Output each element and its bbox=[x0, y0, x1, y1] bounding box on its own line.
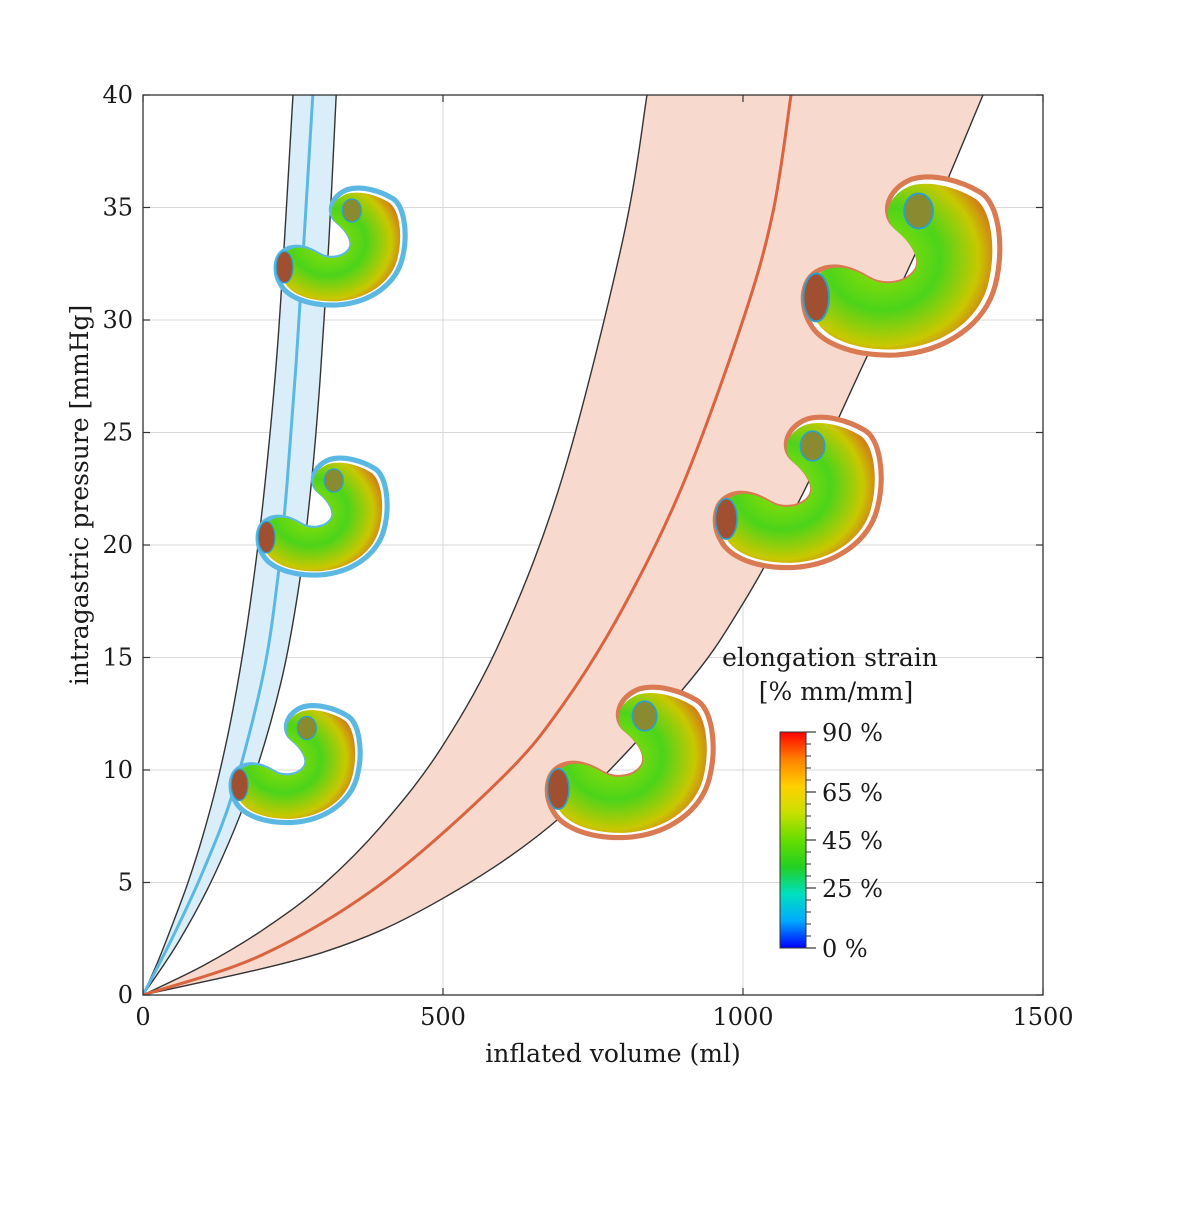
stomach-inset bbox=[712, 414, 884, 571]
colorbar-label: 45 % bbox=[822, 827, 883, 855]
band-1 bbox=[143, 95, 983, 995]
y-tick-label: 20 bbox=[102, 531, 133, 559]
stomach-inset bbox=[544, 684, 716, 841]
y-tick-label: 0 bbox=[118, 981, 133, 1009]
colorbar-gradient bbox=[779, 731, 807, 949]
shaded-bands bbox=[143, 95, 983, 995]
x-axis-title: inflated volume (ml) bbox=[485, 1039, 740, 1068]
x-tick-label: 500 bbox=[420, 1003, 466, 1031]
colorbar-label: 65 % bbox=[822, 779, 883, 807]
x-tick-label: 1500 bbox=[1012, 1003, 1073, 1031]
colorbar-title-line1: elongation strain bbox=[722, 643, 938, 672]
mean-line-1 bbox=[143, 95, 793, 995]
y-tick-label: 5 bbox=[118, 869, 133, 897]
y-tick-label: 40 bbox=[102, 81, 133, 109]
colorbar-label: 90 % bbox=[822, 719, 883, 747]
axis-ticks: 0 500 1000 1500 0 5 10 15 20 25 30 35 40 bbox=[102, 81, 1073, 1031]
upper-bound-line-1 bbox=[143, 95, 648, 995]
stomach-inset bbox=[228, 703, 363, 826]
stomach-inset bbox=[273, 185, 408, 308]
stomach-inset bbox=[800, 174, 1003, 358]
y-tick-label: 15 bbox=[102, 644, 133, 672]
x-tick-label: 1000 bbox=[712, 1003, 773, 1031]
x-tick-label: 0 bbox=[135, 1003, 150, 1031]
y-tick-label: 25 bbox=[102, 419, 133, 447]
stomach-insets bbox=[228, 174, 1003, 841]
y-tick-label: 10 bbox=[102, 756, 133, 784]
y-tick-label: 30 bbox=[102, 306, 133, 334]
colorbar-label: 0 % bbox=[822, 935, 868, 963]
y-tick-label: 35 bbox=[102, 194, 133, 222]
colorbar-label: 25 % bbox=[822, 875, 883, 903]
colorbar: elongation strain [% mm/mm] 90 % 65 % 45 %… bbox=[722, 643, 938, 963]
band-0 bbox=[143, 95, 337, 995]
stomach-inset bbox=[255, 455, 390, 578]
upper-bound-line-0 bbox=[143, 95, 294, 995]
y-axis-title: intragastric pressure [mmHg] bbox=[65, 305, 94, 686]
colorbar-title-line2: [% mm/mm] bbox=[759, 677, 913, 706]
